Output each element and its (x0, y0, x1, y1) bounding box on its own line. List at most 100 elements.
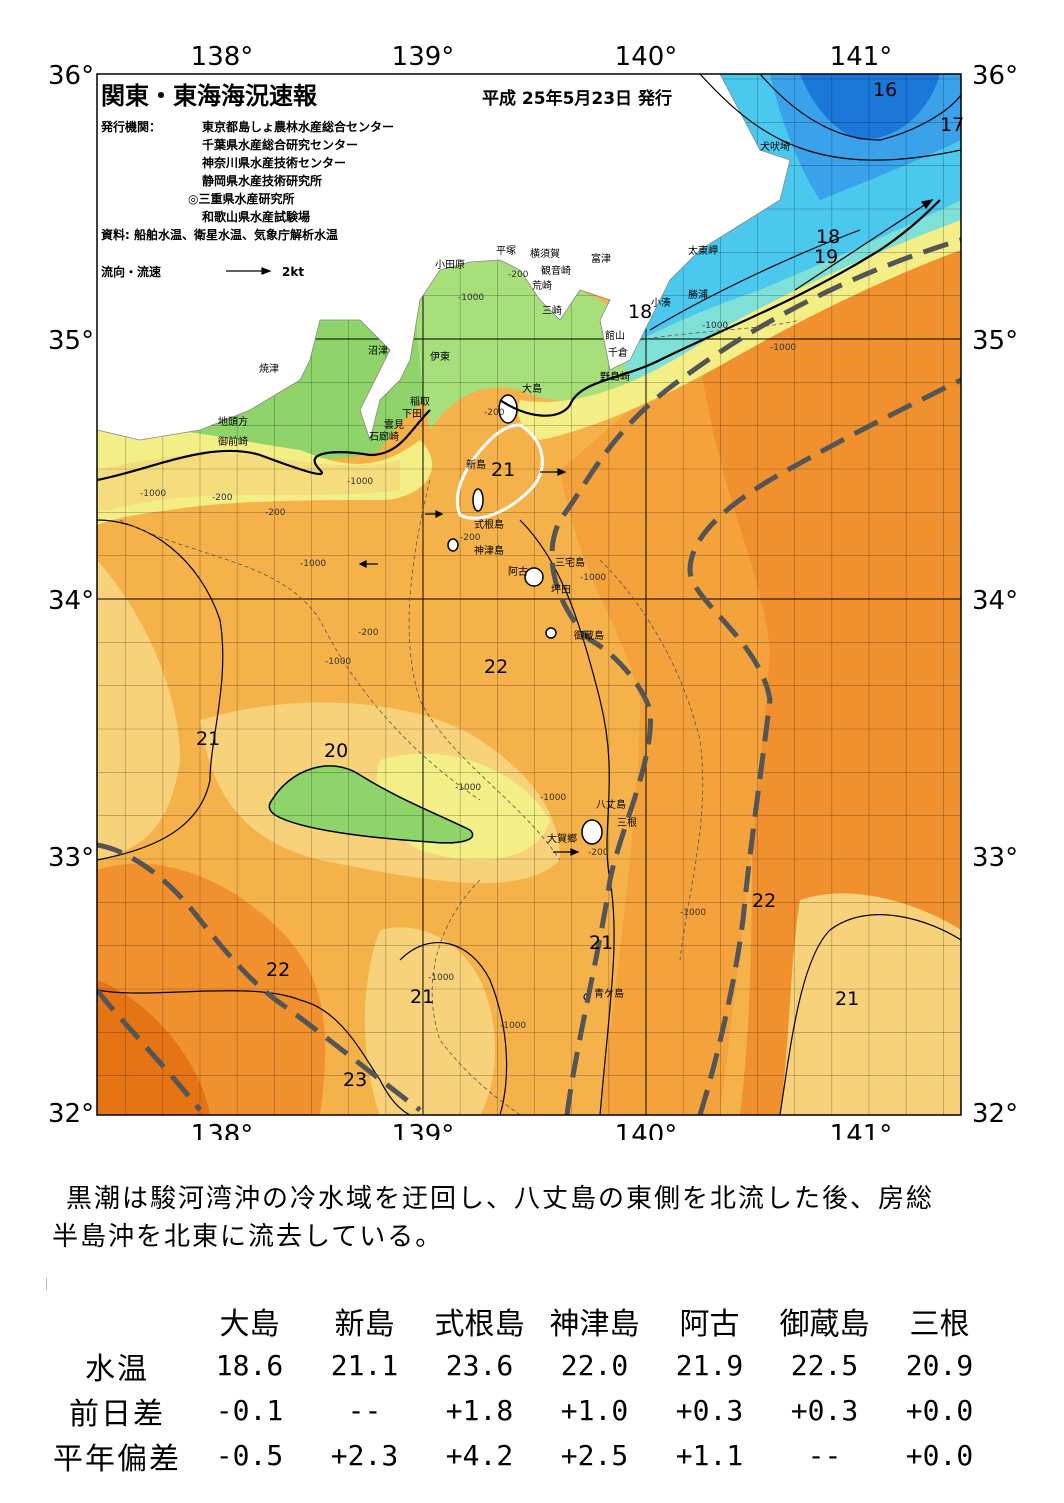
map-svg: 138° 139° 140° 141° 138° 139° 140° 141° … (48, 42, 1018, 1150)
lon-label-bottom-141: 141° (830, 1120, 893, 1140)
publisher-2: 千葉県水産総合研究センター (202, 137, 358, 152)
table-cell: 18.6 (215, 1349, 284, 1382)
isotherm-21-oshima-outline (455, 423, 544, 520)
table-cell: -0.5 (215, 1439, 284, 1472)
depth-label: -1000 (500, 1021, 526, 1031)
table-cell: +1.1 (675, 1439, 744, 1472)
place-hachijojima: 八丈島 (596, 798, 626, 811)
depth-contours (119, 319, 801, 1115)
sst-21-field-boso (518, 220, 961, 440)
place-taitomisaki: 太東岬 (688, 244, 718, 257)
depth-label: -200 (265, 508, 286, 518)
isotherm-label-20: 20 (324, 740, 348, 762)
isotherm-19-boso (499, 199, 941, 417)
lon-label-bottom-138: 138° (191, 1120, 254, 1140)
depth-label: -1000 (300, 559, 326, 569)
isotherm-label-21-oshima: 21 (491, 459, 515, 481)
depth-200-a (408, 479, 561, 861)
station-header: 式根島 (434, 1306, 525, 1342)
table-cell: 21.1 (330, 1349, 399, 1382)
sst-24-field-sw (97, 980, 210, 1115)
kuroshio-outer-axis (687, 377, 961, 1115)
sst-16-field (800, 74, 940, 140)
isotherm-label-23: 23 (343, 1069, 367, 1091)
kuroshio-axes (97, 237, 961, 1115)
place-yokosuka: 横須賀 (530, 247, 560, 260)
lon-label-top-139: 139° (392, 42, 455, 72)
place-inatori: 稲取 (410, 396, 430, 408)
lat-label-left-32: 32° (48, 1099, 94, 1129)
water-temperature-table: 大島 新島 式根島 神津島 阿古 御蔵島 三根 水温 18.6 21.1 23.… (42, 1298, 997, 1478)
isotherm-label-22-center: 22 (484, 656, 508, 678)
place-inubosaki: 犬吠埼 (760, 140, 790, 153)
place-kumomi: 雲見 (384, 419, 404, 431)
place-yaizu: 焼津 (259, 363, 279, 375)
place-oshima: 大島 (522, 382, 542, 395)
honshu-coastline (97, 74, 791, 442)
sst-20b-field-sagami (415, 240, 648, 430)
current-arrow-boso (794, 199, 933, 291)
place-jitogata: 地頭方 (218, 415, 248, 428)
place-miyakejima: 三宅島 (555, 556, 585, 569)
publisher-3: 神奈川県水産技術センター (202, 155, 346, 170)
place-okago: 大賀郷 (547, 832, 577, 845)
place-shimoda: 下田 (402, 409, 422, 420)
depth-1000-b (599, 559, 704, 961)
place-irozaki: 石廊崎 (369, 430, 399, 443)
depth-label: -1000 (347, 477, 373, 487)
place-shikinejima: 式根島 (474, 518, 504, 531)
depth-label: -200 (460, 533, 481, 543)
depth-label: -1000 (770, 343, 796, 353)
depth-label: -200 (358, 628, 379, 638)
table-cell: -0.1 (215, 1394, 284, 1427)
place-omaezaki: 御前崎 (218, 435, 248, 448)
miyakejima-island (524, 567, 544, 587)
isotherm-label-21-aoga: 21 (589, 932, 613, 954)
station-header: 大島 (219, 1306, 280, 1342)
lon-label-top-141: 141° (830, 42, 893, 72)
lat-label-left-34: 34° (48, 586, 94, 616)
place-kozushima: 神津島 (474, 544, 504, 557)
depth-label: -1000 (428, 973, 454, 983)
isotherm-16 (759, 74, 961, 141)
margin-mark (46, 1278, 47, 1290)
lat-label-right-34: 34° (972, 586, 1018, 616)
depth-label: -1000 (455, 783, 481, 793)
depth-label: -200 (508, 270, 529, 280)
isotherm-lines (97, 74, 961, 1115)
depth-label: -1000 (580, 573, 606, 583)
place-hiratsuka: 平塚 (496, 245, 516, 257)
isotherm-21-se (779, 914, 961, 1115)
isotherm-label-19: 19 (814, 246, 838, 268)
flow-legend-label: 流向・流速 (101, 264, 161, 279)
table-cell: +2.5 (560, 1439, 629, 1472)
publisher-1: 東京都島しょ農林水産総合センター (202, 119, 394, 134)
table-cell: 22.5 (790, 1349, 859, 1382)
table-cell: -- (347, 1394, 382, 1427)
isotherm-21-south (399, 942, 508, 1115)
current-arrow-hachijo-head (570, 848, 580, 856)
depth-label: -200 (212, 493, 233, 503)
sst-23-field-east (680, 240, 961, 1115)
lat-label-left-33: 33° (48, 843, 94, 873)
summary-line-1: 黒潮は駿河湾沖の冷水域を迂回し、八丈島の東側を北流した後、房総 (66, 1184, 935, 1214)
kozushima-island (447, 538, 459, 552)
table-row-normal-deviation: 平年偏差 -0.5 +2.3 +4.2 +2.5 +1.1 -- +0.0 (42, 1433, 997, 1478)
isotherm-label-16: 16 (873, 79, 897, 101)
isotherm-label-18-east: 18 (816, 226, 840, 248)
place-aogashima: 青ケ島 (594, 987, 624, 1000)
isotherm-label-21-south: 21 (410, 986, 434, 1008)
depth-label: -1000 (140, 489, 166, 499)
place-ito: 伊東 (430, 350, 450, 363)
table-row-daily-diff: 前日差 -0.1 -- +1.8 +1.0 +0.3 +0.3 +0.0 (42, 1388, 997, 1433)
place-futtsu: 富津 (591, 252, 611, 265)
table-cell: +0.3 (675, 1394, 744, 1427)
lat-label-right-36: 36° (972, 61, 1018, 91)
issue-date: 平成 25年5月23日 発行 (482, 88, 672, 109)
current-arrow-boso-head (921, 199, 934, 210)
map-frame (96, 73, 962, 1116)
place-niijima: 新島 (466, 458, 486, 471)
table-cell: +1.8 (445, 1394, 514, 1427)
isotherm-22-center (519, 519, 615, 1115)
place-numazu: 沼津 (368, 344, 388, 357)
